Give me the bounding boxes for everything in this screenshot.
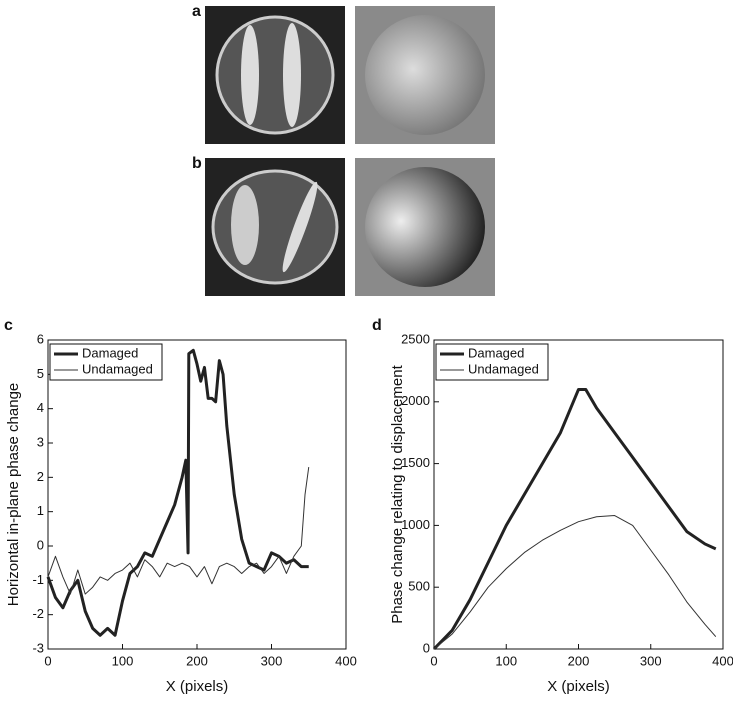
y-tick-label: 0 <box>423 640 430 655</box>
panel-label: a <box>192 3 201 20</box>
y-tick-label: 1000 <box>401 517 430 532</box>
data-line <box>432 387 717 651</box>
y-axis-label: Horizontal in-plane phase change <box>5 383 22 606</box>
x-axis-label: X (pixels) <box>166 678 229 695</box>
y-axis-label: Phase change relating to displacement <box>389 364 406 623</box>
x-tick-label: 400 <box>712 653 733 668</box>
y-tick-label: 2500 <box>401 331 430 346</box>
legend-label: Undamaged <box>82 361 153 376</box>
legend-label: Undamaged <box>468 361 539 376</box>
y-tick-label: -3 <box>32 640 44 655</box>
y-tick-label: 3 <box>37 434 44 449</box>
y-tick-label: 5 <box>37 366 44 381</box>
x-tick-label: 100 <box>112 653 134 668</box>
panel-label: d <box>372 317 382 334</box>
y-tick-label: 2 <box>37 469 44 484</box>
y-tick-label: 4 <box>37 400 44 415</box>
x-tick-label: 100 <box>495 653 517 668</box>
legend-label: Damaged <box>82 345 138 360</box>
y-tick-label: -1 <box>32 572 44 587</box>
data-line <box>46 348 309 637</box>
x-tick-label: 0 <box>430 653 437 668</box>
y-tick-label: -2 <box>32 606 44 621</box>
legend-box <box>49 343 163 381</box>
plot-frame <box>47 339 347 650</box>
y-tick-label: 2000 <box>401 393 430 408</box>
x-tick-label: 0 <box>44 653 51 668</box>
panel-images <box>205 6 495 296</box>
y-tick-label: 6 <box>37 331 44 346</box>
legend-box <box>435 343 549 381</box>
data-line <box>47 466 310 595</box>
x-tick-label: 300 <box>640 653 662 668</box>
x-tick-label: 300 <box>261 653 283 668</box>
x-tick-label: 400 <box>335 653 357 668</box>
panel-label: b <box>192 155 202 172</box>
x-tick-label: 200 <box>186 653 208 668</box>
panel-label: c <box>4 317 13 334</box>
y-tick-label: 0 <box>37 537 44 552</box>
x-axis-label: X (pixels) <box>547 678 610 695</box>
y-tick-label: 1500 <box>401 455 430 470</box>
data-line <box>433 515 717 650</box>
legend-label: Damaged <box>468 345 524 360</box>
y-tick-label: 500 <box>408 579 430 594</box>
x-tick-label: 200 <box>568 653 590 668</box>
y-tick-label: 1 <box>37 503 44 518</box>
